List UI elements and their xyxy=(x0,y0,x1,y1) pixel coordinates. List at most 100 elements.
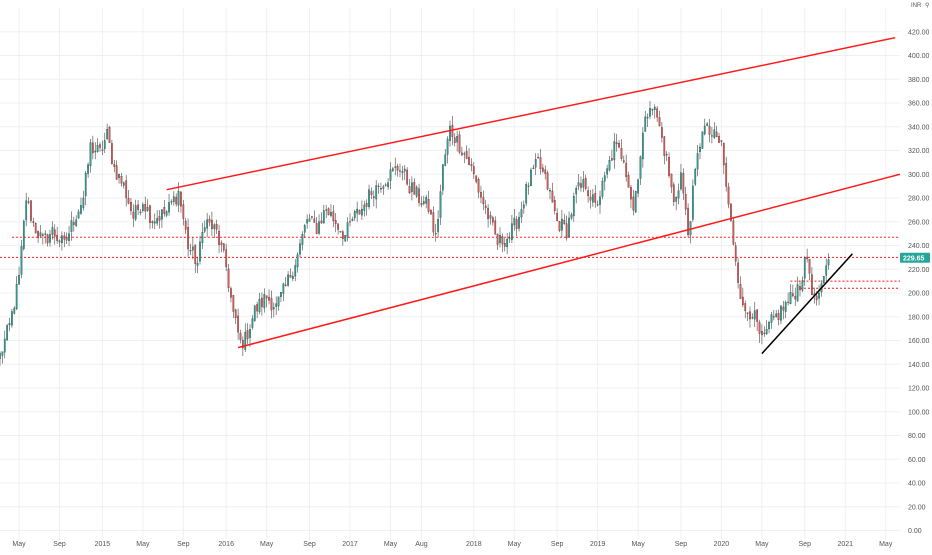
trendlines[interactable] xyxy=(166,36,901,355)
candle-body xyxy=(80,205,82,214)
candle-body xyxy=(620,148,623,159)
candle-body xyxy=(772,316,775,318)
candle-body xyxy=(425,197,428,204)
candle-body xyxy=(49,234,51,243)
candle-body xyxy=(294,265,297,277)
candle-body xyxy=(651,108,654,111)
x-tick-label: May xyxy=(879,541,893,548)
candle-body xyxy=(737,262,739,283)
candle-body xyxy=(384,184,387,186)
candle-body xyxy=(144,204,147,212)
candle-body xyxy=(796,284,799,302)
candle-body xyxy=(525,184,528,204)
x-tick-label: 2015 xyxy=(95,541,111,548)
candle-body xyxy=(553,200,556,211)
candle-body xyxy=(453,137,456,144)
candle-body xyxy=(139,211,142,214)
candle-body xyxy=(151,221,154,224)
candle-body xyxy=(30,200,32,221)
candle-body xyxy=(399,170,401,172)
y-tick-label: 320.00 xyxy=(908,148,930,155)
candle-body xyxy=(256,304,259,312)
candle-body xyxy=(106,129,109,140)
candle-body xyxy=(39,232,42,236)
candle-body xyxy=(568,217,570,237)
candle-body xyxy=(284,284,287,286)
lower-channel-trendline[interactable] xyxy=(237,173,901,349)
candle-body xyxy=(41,234,44,236)
candle-body xyxy=(572,196,575,217)
candle-body xyxy=(306,219,309,224)
candle-body xyxy=(744,303,747,312)
candle-body xyxy=(506,238,509,248)
candle-body xyxy=(427,199,430,212)
upper-channel-trendline[interactable] xyxy=(166,36,896,191)
candle-body xyxy=(134,205,137,220)
candle-body xyxy=(246,330,249,340)
candle-body xyxy=(537,157,539,159)
candle-body xyxy=(601,180,604,197)
settings-icon[interactable]: ⚲ xyxy=(925,2,929,9)
candle-body xyxy=(389,169,392,181)
candle-body xyxy=(499,235,501,243)
candle-body xyxy=(351,218,354,221)
candle-body xyxy=(720,140,723,142)
support-rising-trendline[interactable] xyxy=(761,253,853,355)
candle-body xyxy=(558,221,561,231)
candle-body xyxy=(756,309,759,322)
candle-body xyxy=(372,196,375,199)
candle-body xyxy=(680,172,682,190)
candle-body xyxy=(46,234,49,244)
candle-body xyxy=(232,295,235,312)
x-tick-label: May xyxy=(508,541,522,548)
candle-body xyxy=(363,204,366,211)
candle-body xyxy=(244,331,247,350)
candle-body xyxy=(696,153,699,170)
candle-body xyxy=(382,186,385,189)
candle-body xyxy=(513,217,516,226)
candle-body xyxy=(241,340,244,349)
time-axis[interactable]: May Sep 2015 May Sep 2016 May Sep 2017 May Aug 2018… xyxy=(12,541,892,548)
candle-body xyxy=(325,209,328,211)
candle-body xyxy=(82,197,85,208)
candle-body xyxy=(672,184,675,203)
candle-body xyxy=(818,293,820,299)
candle-body xyxy=(596,204,599,206)
candle-body xyxy=(65,236,68,241)
candle-body xyxy=(622,160,625,163)
candle-body xyxy=(722,142,725,166)
candle-body xyxy=(32,221,35,223)
candle-body xyxy=(332,211,335,222)
candle-body xyxy=(763,332,766,334)
candle-body xyxy=(761,331,763,336)
candle-body xyxy=(606,168,609,175)
candle-body xyxy=(808,258,811,274)
candle-body xyxy=(637,179,639,194)
candle-body xyxy=(656,108,659,118)
candle-body xyxy=(534,159,537,168)
candle-body xyxy=(618,142,620,148)
candle-body xyxy=(806,256,809,260)
candle-body xyxy=(265,295,268,299)
candle-body xyxy=(406,169,409,185)
y-tick-label: 400.00 xyxy=(908,53,930,60)
candle-body xyxy=(387,182,389,188)
candle-body xyxy=(703,125,706,135)
candle-body xyxy=(289,275,292,278)
price-axis[interactable]: 0.00 20.00 40.00 60.00 80.00 100.00 120.00 140.… xyxy=(908,29,930,535)
candle-body xyxy=(420,203,423,205)
candle-body xyxy=(120,176,123,184)
candle-body xyxy=(541,167,544,172)
candle-body xyxy=(815,295,818,301)
candle-body xyxy=(449,125,451,141)
y-tick-label: 300.00 xyxy=(908,172,930,179)
candle-body xyxy=(287,274,289,286)
candle-body xyxy=(180,191,182,207)
candle-body xyxy=(132,211,135,219)
candle-body xyxy=(544,169,547,174)
horizontal-levels[interactable] xyxy=(0,236,900,289)
candle-body xyxy=(803,257,806,279)
candle-body xyxy=(699,146,701,153)
